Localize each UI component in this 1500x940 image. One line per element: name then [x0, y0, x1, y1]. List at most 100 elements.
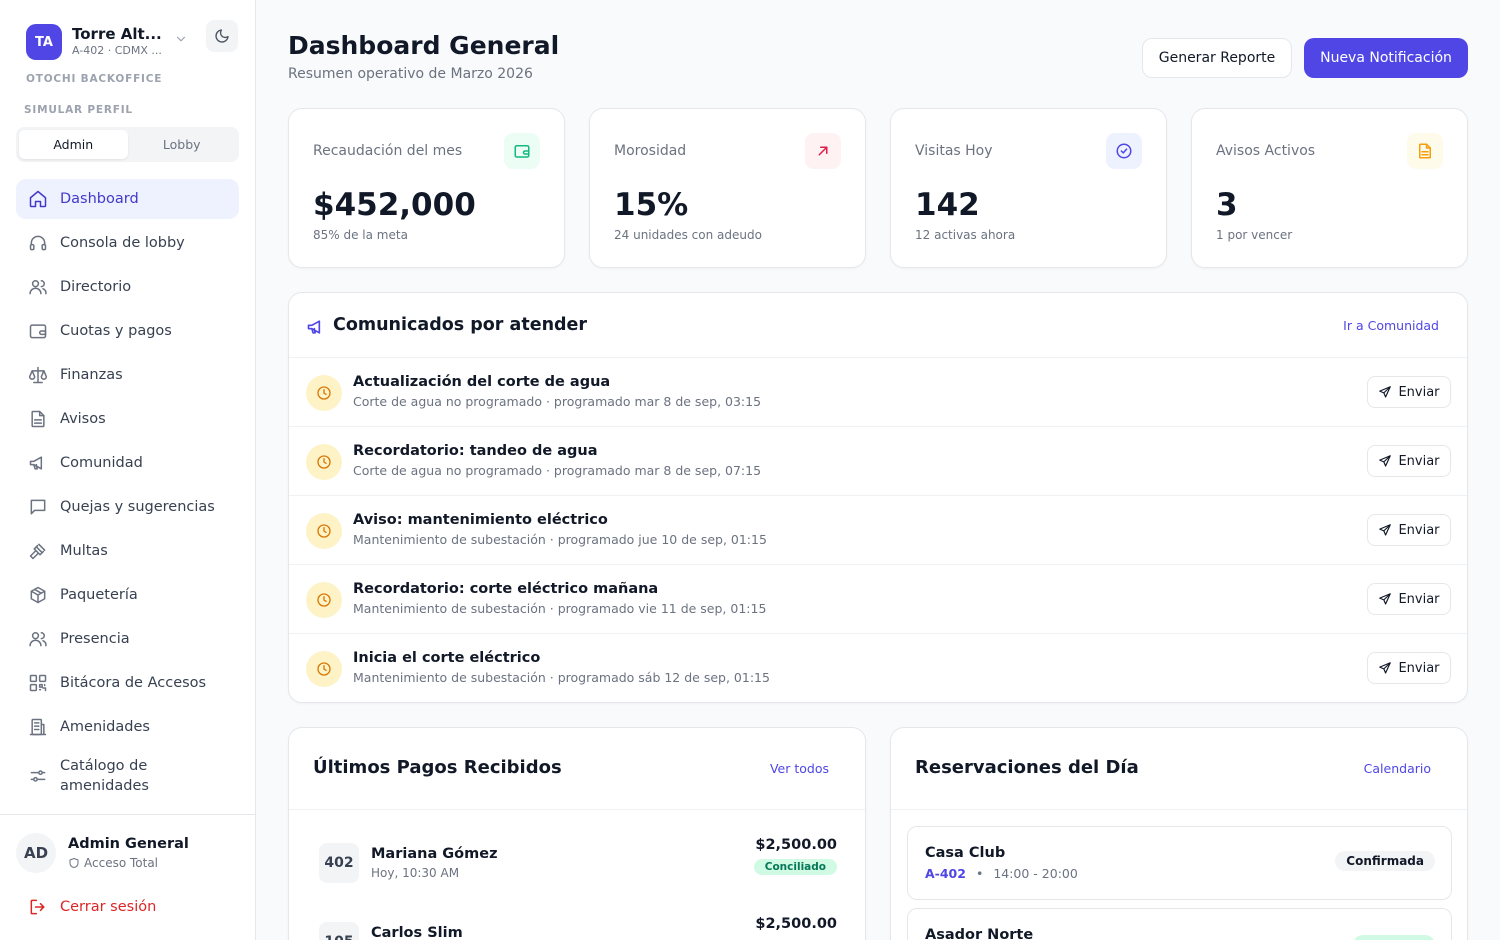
sidebar-item-dashboard[interactable]: Dashboard	[16, 179, 239, 219]
send-button[interactable]: Enviar	[1367, 652, 1451, 684]
stat-icon-badge	[1407, 133, 1443, 169]
moon-icon	[215, 29, 229, 43]
send-label: Enviar	[1398, 591, 1440, 607]
send-button[interactable]: Enviar	[1367, 583, 1451, 615]
reservations-title: Reservaciones del Día	[915, 757, 1139, 778]
announcement-title: Actualización del corte de agua	[353, 374, 611, 390]
home-icon	[29, 190, 47, 208]
stat-card-visits: Visitas Hoy 142 12 activas ahora	[890, 108, 1167, 268]
avatar[interactable]: AD	[16, 833, 56, 873]
sidebar-item-community[interactable]: Comunidad	[16, 443, 239, 483]
payment-row[interactable]: 105 Carlos Slim $2,500.00	[317, 916, 837, 940]
send-label: Enviar	[1398, 384, 1440, 400]
theme-toggle-button[interactable]	[206, 20, 238, 52]
org-switcher[interactable]: TA Torre Alt... A-402 · CDMX ...	[24, 20, 240, 64]
stat-label: Avisos Activos	[1216, 143, 1316, 159]
logout-icon	[30, 899, 45, 915]
sidebar-item-packages[interactable]: Paquetería	[16, 575, 239, 615]
megaphone-icon	[307, 320, 321, 334]
sidebar-item-label: Directorio	[60, 279, 132, 295]
sidebar-item-label: Amenidades	[60, 719, 150, 735]
unit-badge: 105	[319, 922, 359, 940]
page-title: Dashboard General	[288, 31, 560, 60]
announcement-row: Inicia el corte eléctrico Mantenimiento …	[289, 634, 1467, 703]
sidebar: TA Torre Alt... A-402 · CDMX ... OTOCHI …	[0, 0, 256, 940]
stat-card-collection: Recaudación del mes $452,000 85% de la m…	[288, 108, 565, 268]
clock-icon	[306, 375, 342, 411]
building-icon	[29, 718, 47, 736]
recent-payments-panel: Últimos Pagos Recibidos Ver todos 402 Ma…	[288, 727, 866, 940]
stat-value: 142	[915, 187, 980, 223]
sidebar-item-label: Consola de lobby	[60, 235, 185, 251]
payer-name: Mariana Gómez	[371, 846, 498, 862]
logout-button[interactable]: Cerrar sesión	[28, 897, 156, 917]
sidebar-item-label: Paquetería	[60, 587, 138, 603]
message-icon	[30, 499, 46, 515]
sidebar-item-directory[interactable]: Directorio	[16, 267, 239, 307]
reservation-card[interactable]: Asador Norte	[907, 908, 1452, 940]
reservation-meta: A-402 • 14:00 - 20:00	[925, 866, 1078, 881]
profile-admin-tab[interactable]: Admin	[19, 130, 128, 159]
reservations-header: Reservaciones del Día Calendario	[891, 728, 1467, 810]
announcement-title: Recordatorio: tandeo de agua	[353, 443, 598, 459]
profile-lobby-tab[interactable]: Lobby	[162, 137, 201, 152]
sidebar-item-access-log[interactable]: Bitácora de Accesos	[16, 663, 239, 703]
announcement-row: Aviso: mantenimiento eléctrico Mantenimi…	[289, 496, 1467, 565]
sidebar-item-label: Presencia	[60, 631, 130, 647]
sidebar-item-fees[interactable]: Cuotas y pagos	[16, 311, 239, 351]
generate-report-button[interactable]: Generar Reporte	[1142, 38, 1292, 78]
stat-label: Recaudación del mes	[313, 143, 463, 159]
send-label: Enviar	[1398, 522, 1440, 538]
brand-label: OTOCHI BACKOFFICE	[26, 73, 163, 85]
sidebar-item-finance[interactable]: Finanzas	[16, 355, 239, 395]
sidebar-item-amenity-catalog[interactable]: Catálogo de amenidades	[16, 751, 239, 801]
megaphone-icon	[29, 456, 43, 470]
sidebar-item-label: Quejas y sugerencias	[60, 499, 215, 515]
send-label: Enviar	[1398, 453, 1440, 469]
sidebar-nav: Dashboard Consola de lobby Directorio Cu…	[16, 179, 239, 805]
send-icon	[1379, 662, 1392, 674]
sidebar-item-amenities[interactable]: Amenidades	[16, 707, 239, 747]
stat-label: Morosidad	[614, 143, 687, 159]
announcement-title: Inicia el corte eléctrico	[353, 650, 541, 666]
send-button[interactable]: Enviar	[1367, 514, 1451, 546]
view-all-link[interactable]: Ver todos	[769, 761, 829, 776]
chevron-down-icon[interactable]	[174, 32, 188, 46]
sidebar-item-fines[interactable]: Multas	[16, 531, 239, 571]
sidebar-item-label: Catálogo de amenidades	[60, 758, 149, 794]
go-to-community-link[interactable]: Ir a Comunidad	[1343, 318, 1439, 333]
announcement-row: Recordatorio: tandeo de agua Corte de ag…	[289, 427, 1467, 496]
separator: •	[975, 866, 984, 881]
calendar-link[interactable]: Calendario	[1363, 761, 1431, 776]
send-button[interactable]: Enviar	[1367, 376, 1451, 408]
user-panel: AD Admin General Acceso Total Cerrar ses…	[0, 814, 256, 940]
qr-icon	[29, 674, 47, 692]
announcement-schedule: Mantenimiento de subestación · programad…	[353, 532, 767, 547]
reservation-card[interactable]: Casa Club A-402 • 14:00 - 20:00 Confirma…	[907, 826, 1452, 900]
scale-icon	[28, 366, 48, 384]
announcements-header: Comunicados por atender Ir a Comunidad	[289, 293, 1467, 358]
reservation-unit: A-402	[925, 866, 966, 881]
send-button[interactable]: Enviar	[1367, 445, 1451, 477]
send-label: Enviar	[1398, 660, 1440, 676]
file-icon	[31, 410, 45, 428]
send-icon	[1379, 386, 1392, 398]
stat-icon-badge	[805, 133, 841, 169]
status-badge: Conciliado	[753, 859, 837, 875]
payment-amount: $2,500.00	[755, 916, 837, 932]
stat-note: 12 activas ahora	[915, 228, 1016, 242]
clock-icon	[306, 651, 342, 687]
new-notification-button[interactable]: Nueva Notificación	[1304, 38, 1468, 78]
check-circle-icon	[1116, 143, 1132, 159]
announcement-title: Aviso: mantenimiento eléctrico	[353, 512, 608, 528]
reservation-time: 14:00 - 20:00	[993, 866, 1078, 881]
sidebar-item-presence[interactable]: Presencia	[16, 619, 239, 659]
user-name: Admin General	[68, 836, 189, 852]
sidebar-item-notices[interactable]: Avisos	[16, 399, 239, 439]
sidebar-item-lobby-console[interactable]: Consola de lobby	[16, 223, 239, 263]
org-name: Torre Alt...	[72, 25, 162, 43]
payment-row[interactable]: 402 Mariana Gómez Hoy, 10:30 AM $2,500.0…	[317, 837, 837, 903]
org-unit: A-402 · CDMX ...	[72, 44, 162, 57]
sidebar-item-complaints[interactable]: Quejas y sugerencias	[16, 487, 239, 527]
stat-card-delinquency: Morosidad 15% 24 unidades con adeudo	[589, 108, 866, 268]
